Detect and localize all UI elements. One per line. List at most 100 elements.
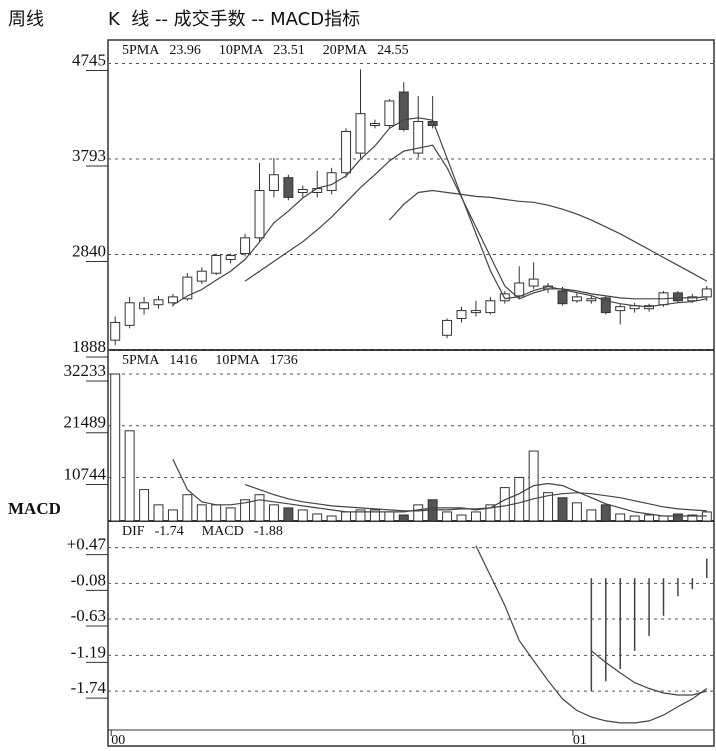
frame bbox=[107, 39, 715, 747]
y-tick-label: 1888 bbox=[72, 337, 106, 356]
legend-label: MACD bbox=[202, 524, 244, 539]
candle-body bbox=[254, 189, 265, 239]
volume-bar bbox=[456, 514, 467, 522]
candle-body bbox=[456, 310, 467, 320]
candle-body bbox=[413, 121, 424, 154]
y-tick-label: -0.63 bbox=[71, 606, 106, 625]
legend-value: 1416 bbox=[169, 353, 197, 368]
y-tick-label: 3793 bbox=[72, 146, 106, 165]
volume-bar bbox=[586, 509, 597, 522]
volume-bar bbox=[167, 509, 178, 522]
candle-body bbox=[297, 188, 308, 193]
volume-bar bbox=[225, 507, 236, 522]
y-tick-label: 2840 bbox=[72, 241, 106, 260]
candle-body bbox=[514, 282, 525, 297]
volume-bar bbox=[110, 373, 121, 522]
volume-bar bbox=[384, 511, 395, 522]
volume-bar bbox=[240, 499, 251, 522]
volume-bar bbox=[139, 489, 150, 522]
candle-body bbox=[701, 288, 712, 298]
legend-label: 10PMA bbox=[219, 43, 264, 58]
volume-bar bbox=[398, 514, 409, 522]
volume-bar bbox=[485, 504, 496, 522]
volume-bar bbox=[571, 502, 582, 522]
ma-line bbox=[172, 458, 707, 517]
ma-line bbox=[244, 484, 707, 512]
volume-bar bbox=[557, 497, 568, 522]
candle-body bbox=[470, 310, 481, 314]
volume-bar bbox=[326, 515, 337, 522]
volume-bar bbox=[658, 515, 669, 522]
volume-bar bbox=[182, 494, 193, 522]
candle-body bbox=[326, 172, 337, 191]
candle-body bbox=[167, 296, 178, 304]
volume-bar bbox=[629, 515, 640, 522]
candle-body bbox=[557, 290, 568, 305]
volume-bar bbox=[672, 513, 683, 522]
legend-value: -1.88 bbox=[254, 524, 283, 539]
volume-bar bbox=[369, 509, 380, 522]
legend-value: 24.55 bbox=[377, 43, 409, 58]
candle-body bbox=[528, 278, 539, 287]
candle-body bbox=[571, 296, 582, 302]
x-tick-label: 00 bbox=[111, 733, 125, 748]
x-tick-label: 01 bbox=[573, 733, 587, 748]
candle-body bbox=[110, 321, 121, 341]
volume-bar bbox=[124, 430, 135, 522]
ma-line bbox=[475, 545, 708, 724]
candle-body bbox=[398, 91, 409, 130]
volume-bar bbox=[442, 511, 453, 522]
legend-label: DIF bbox=[122, 524, 145, 539]
y-tick-label: 32233 bbox=[64, 361, 107, 380]
ma-line bbox=[244, 144, 707, 300]
candle-body bbox=[586, 298, 597, 302]
volume-bar bbox=[153, 504, 164, 522]
candle-body bbox=[687, 296, 698, 302]
candle-body bbox=[139, 302, 150, 310]
volume-bar bbox=[355, 509, 366, 522]
legend-value: 23.51 bbox=[273, 43, 305, 58]
legend-label: 5PMA bbox=[122, 43, 160, 58]
candle-body bbox=[427, 121, 438, 127]
candle-body bbox=[182, 276, 193, 300]
volume-bar bbox=[514, 476, 525, 522]
legend-value: -1.74 bbox=[155, 524, 184, 539]
y-tick-label: -1.74 bbox=[71, 678, 107, 697]
candle-body bbox=[369, 123, 380, 127]
y-tick-label: 4745 bbox=[72, 50, 106, 69]
legend-value: 1736 bbox=[270, 353, 298, 368]
legend-value: 23.96 bbox=[169, 43, 201, 58]
candle-body bbox=[283, 177, 294, 198]
volume-bar bbox=[687, 514, 698, 522]
candle-body bbox=[341, 130, 352, 174]
volume-bar bbox=[297, 509, 308, 522]
volume-bar bbox=[543, 492, 554, 522]
volume-bar bbox=[312, 513, 323, 522]
legend-label: 10PMA bbox=[215, 353, 260, 368]
candle-body bbox=[442, 319, 453, 336]
y-tick-label: -0.08 bbox=[71, 570, 106, 589]
volume-bar bbox=[254, 494, 265, 522]
ma-line bbox=[388, 189, 708, 282]
volume-bar bbox=[600, 504, 611, 522]
candle-body bbox=[485, 300, 496, 314]
volume-bar bbox=[470, 511, 481, 522]
volume-bar bbox=[268, 504, 279, 522]
volume-bar bbox=[615, 513, 626, 522]
y-tick-label: -1.19 bbox=[71, 642, 106, 661]
volume-bar bbox=[413, 504, 424, 522]
y-tick-label: 21489 bbox=[64, 413, 107, 432]
ma-line bbox=[172, 117, 707, 308]
volume-bar bbox=[196, 504, 207, 522]
volume-bar bbox=[341, 511, 352, 522]
candle-body bbox=[615, 306, 626, 312]
legend-label: 5PMA bbox=[122, 353, 160, 368]
page-title-left: 周线 bbox=[8, 9, 44, 30]
y-tick-label: 10744 bbox=[64, 464, 107, 483]
candle-body bbox=[384, 100, 395, 127]
candle-body bbox=[225, 254, 236, 260]
candle-body bbox=[355, 113, 366, 154]
volume-bar bbox=[644, 514, 655, 522]
candle-body bbox=[499, 293, 510, 302]
